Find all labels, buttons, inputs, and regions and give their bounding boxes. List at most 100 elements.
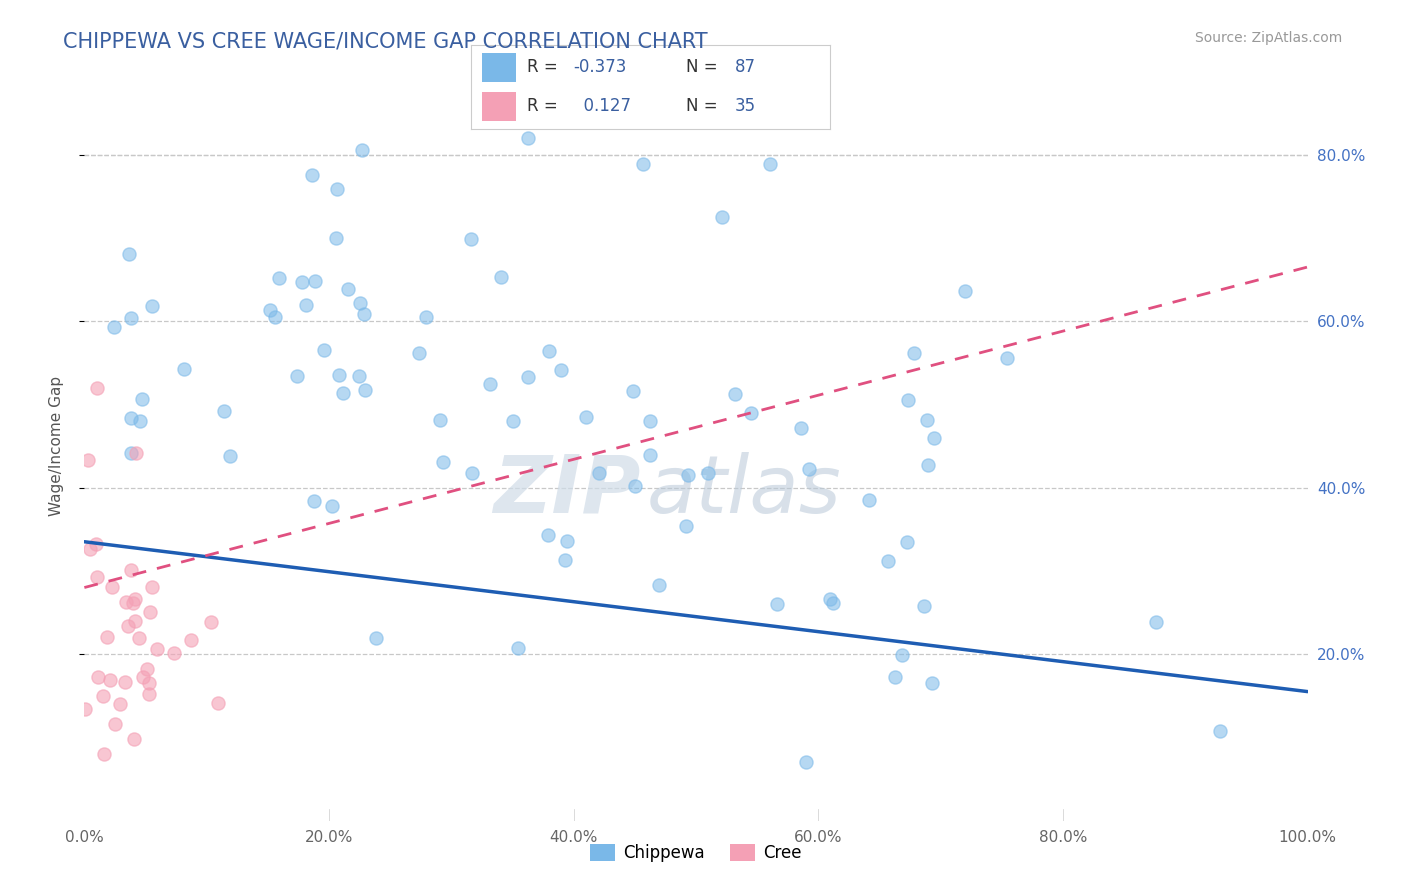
Point (136, 662, 159, 676)
Point (287, 368, 309, 383)
Point (621, 384, 644, 398)
Point (884, 670, 907, 684)
Point (117, 619, 139, 633)
Point (73, 701, 96, 715)
Point (332, 386, 354, 401)
Point (321, 499, 343, 513)
Point (588, 466, 610, 480)
Point (912, 599, 935, 613)
Point (129, 415, 152, 429)
Point (173, 362, 195, 376)
Point (765, 597, 787, 611)
Point (364, 631, 387, 645)
Point (212, 403, 235, 417)
Point (638, 448, 661, 462)
Point (575, 410, 598, 425)
Point (304, 274, 326, 288)
Point (903, 346, 925, 360)
Point (758, 157, 780, 171)
Text: 35: 35 (734, 97, 755, 115)
Point (349, 296, 371, 310)
Point (115, 595, 138, 609)
Point (675, 519, 697, 533)
Text: atlas: atlas (647, 452, 842, 530)
Point (264, 310, 287, 325)
Point (96, 630, 118, 644)
Point (508, 640, 530, 655)
Point (219, 449, 242, 463)
Point (858, 492, 880, 507)
Point (124, 615, 146, 629)
Point (118, 247, 141, 261)
Point (114, 675, 136, 690)
Point (337, 282, 360, 296)
Point (86, 537, 108, 551)
Point (638, 414, 661, 428)
Point (890, 648, 912, 663)
Point (141, 580, 163, 594)
Point (915, 412, 938, 426)
Point (537, 344, 560, 359)
Point (79, 542, 101, 557)
FancyBboxPatch shape (482, 92, 516, 120)
Point (328, 368, 350, 383)
Point (141, 299, 163, 313)
Point (555, 534, 578, 549)
Text: -0.373: -0.373 (574, 58, 627, 76)
Point (347, 368, 370, 383)
Point (87, 670, 110, 684)
Point (125, 445, 148, 459)
Point (128, 632, 150, 646)
Point (350, 143, 373, 157)
Point (353, 306, 375, 320)
Point (103, 320, 125, 334)
Point (631, 157, 654, 171)
Point (131, 670, 153, 684)
Point (122, 597, 145, 611)
Point (146, 642, 169, 657)
Point (478, 377, 501, 392)
Point (678, 467, 700, 482)
Point (820, 591, 842, 606)
Text: R =: R = (527, 97, 562, 115)
Point (995, 351, 1018, 365)
Point (697, 466, 720, 480)
Point (550, 363, 572, 377)
Point (408, 346, 430, 360)
Text: N =: N = (686, 58, 723, 76)
Point (502, 414, 524, 428)
Point (429, 413, 451, 427)
Y-axis label: Wage/Income Gap: Wage/Income Gap (49, 376, 63, 516)
Point (921, 676, 943, 690)
Point (124, 591, 146, 606)
Point (93, 689, 115, 703)
Point (163, 647, 186, 661)
Point (554, 553, 576, 567)
Point (740, 406, 762, 420)
Point (122, 732, 145, 747)
Text: 87: 87 (734, 58, 755, 76)
Point (896, 535, 918, 549)
Point (1144, 615, 1167, 630)
Point (110, 697, 132, 711)
Point (461, 466, 484, 480)
Point (291, 276, 314, 290)
Point (120, 411, 142, 425)
Text: R =: R = (527, 58, 562, 76)
Point (432, 455, 454, 469)
Point (537, 528, 560, 542)
Point (797, 462, 820, 476)
Point (93, 747, 115, 761)
Point (710, 211, 733, 225)
Point (917, 458, 939, 473)
Text: Source: ZipAtlas.com: Source: ZipAtlas.com (1195, 31, 1343, 45)
Point (138, 687, 160, 701)
Point (953, 284, 976, 298)
Point (269, 270, 291, 285)
Point (897, 392, 920, 407)
Point (207, 696, 229, 710)
Text: ZIP: ZIP (494, 452, 641, 530)
Point (821, 596, 844, 610)
Point (200, 615, 222, 629)
Point (139, 605, 162, 619)
